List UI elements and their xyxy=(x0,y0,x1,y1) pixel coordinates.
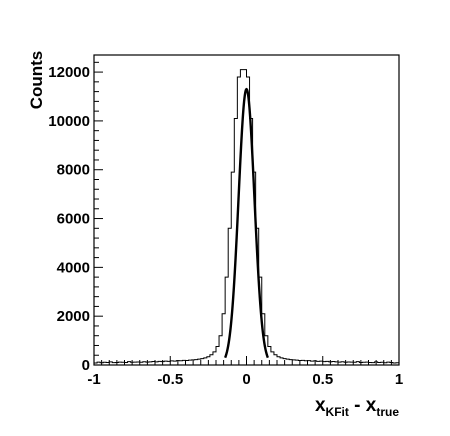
y-tick-label: 2000 xyxy=(57,308,90,325)
y-tick-label: 0 xyxy=(82,357,90,374)
y-tick-label: 12000 xyxy=(48,64,90,81)
histogram-series xyxy=(93,69,400,365)
x-axis-title-sub2: true xyxy=(376,405,399,419)
gaussian-fit-curve xyxy=(224,87,269,359)
y-axis-title: Counts xyxy=(27,51,46,110)
y-tick-label: 6000 xyxy=(57,211,90,228)
y-tick-label: 8000 xyxy=(57,162,90,179)
y-tick-label: 10000 xyxy=(48,113,90,130)
x-axis-title-sep: - xyxy=(349,395,366,416)
x-axis-title-base1: x xyxy=(315,395,326,416)
x-tick-label: -1 xyxy=(87,371,100,388)
x-tick-label: -0.5 xyxy=(157,371,183,388)
x-tick-label: 0.5 xyxy=(312,371,333,388)
x-axis-title-sub1: KFit xyxy=(326,405,349,419)
y-tick-label: 4000 xyxy=(57,259,90,276)
x-axis-title-base2: x xyxy=(366,395,377,416)
x-tick-label: 0 xyxy=(242,371,250,388)
x-tick-label: 1 xyxy=(395,371,403,388)
x-axis-title: xKFit - xtrue xyxy=(315,395,399,419)
